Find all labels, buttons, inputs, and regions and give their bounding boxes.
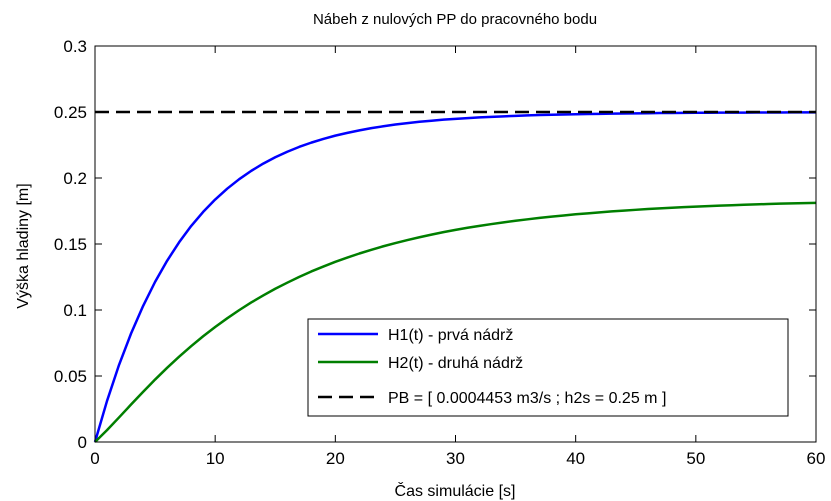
y-tick-label: 0.1: [63, 301, 87, 320]
y-tick-label: 0: [78, 433, 87, 452]
x-tick-label: 60: [807, 449, 826, 468]
x-tick-label: 40: [566, 449, 585, 468]
y-axis-label: Výška hladiny [m]: [15, 183, 32, 308]
legend-items: H1(t) - prvá nádrž H2(t) - druhá nádrž PB …: [318, 327, 666, 407]
y-tick-label: 0.15: [54, 235, 87, 254]
legend-box: [307, 318, 789, 417]
y-tick-label: 0.05: [54, 367, 87, 386]
y-tick-label: 0.25: [54, 103, 87, 122]
tick-labels: 0 10 20 30 40 50 60 0 0.05 0.1 0.15 0.2 0.25 0.3: [54, 37, 826, 468]
legend-label-h2-line: H2(t) - druhá nádrž: [388, 355, 523, 372]
x-tick-label: 30: [446, 449, 465, 468]
legend-label-pb-line: PB = [ 0.0004453 m3/s ; h2s = 0.25 m ]: [388, 390, 666, 407]
series-h2-line: [94, 201, 817, 443]
series-lines: [93, 110, 817, 443]
chart-title: Nábeh z nulových PP do pracovného bodu: [313, 11, 597, 28]
x-tick-label: 10: [206, 449, 225, 468]
legend: H1(t) - prvá nádrž H2(t) - druhá nádrž PB …: [307, 318, 789, 417]
plot-frame: [94, 45, 817, 443]
x-axis-label: Čas simulácie [s]: [395, 481, 516, 500]
x-tick-label: 0: [90, 449, 99, 468]
x-tick-label: 20: [326, 449, 345, 468]
y-tick-label: 0.3: [63, 37, 87, 56]
y-tick-label: 0.2: [63, 169, 87, 188]
x-tick-label: 50: [686, 449, 705, 468]
legend-label-h1-line: H1(t) - prvá nádrž: [388, 327, 513, 344]
